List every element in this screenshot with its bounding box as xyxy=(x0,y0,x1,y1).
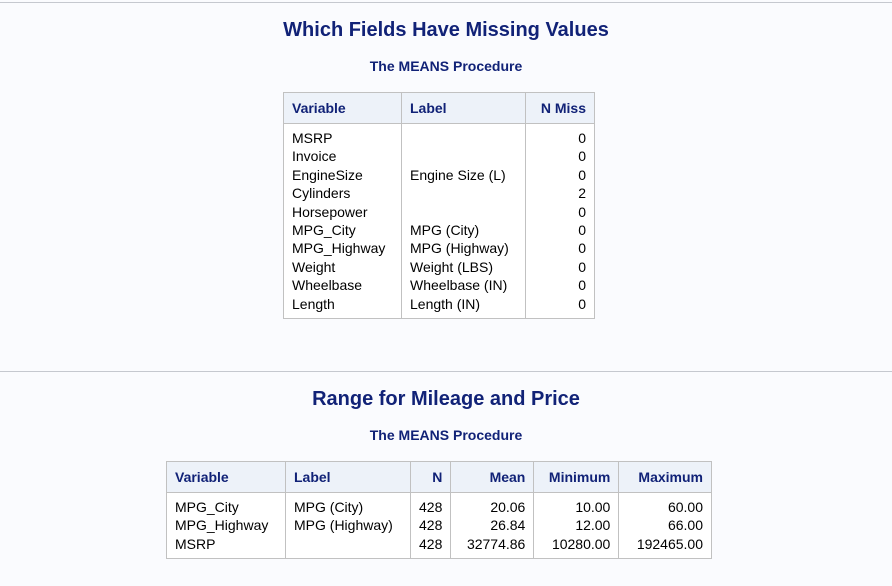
range-table: Variable Label N Mean Minimum Maximum MP… xyxy=(166,461,712,560)
header-nmiss: N Miss xyxy=(525,92,595,124)
label-cell: Weight (LBS) xyxy=(410,258,493,275)
variable-cell: MPG_City xyxy=(175,499,239,515)
report2-procedure: The MEANS Procedure xyxy=(369,427,523,443)
n-cell: 428 xyxy=(419,535,443,552)
n-cell: 428 xyxy=(419,499,443,515)
variable-cell: Weight xyxy=(292,258,336,275)
variable-cell: EngineSize xyxy=(292,166,363,183)
label-cell: Engine Size (L) xyxy=(410,166,506,183)
label-cell xyxy=(410,203,517,221)
variable-column: MPG_City MPG_Highway MSRP xyxy=(166,492,286,559)
variable-cell: MSRP xyxy=(175,535,216,552)
label-cell xyxy=(410,129,517,147)
header-variable: Variable xyxy=(166,461,286,493)
nmiss-cell: 2 xyxy=(578,185,586,202)
table-header-row: Variable Label N Mean Minimum Maximum xyxy=(166,461,712,493)
label-cell: MPG (Highway) xyxy=(294,517,393,534)
nmiss-cell: 0 xyxy=(578,240,586,257)
nmiss-cell: 0 xyxy=(578,130,586,146)
label-cell xyxy=(294,535,402,553)
label-cell: Wheelbase (IN) xyxy=(410,277,508,294)
minimum-cell: 12.00 xyxy=(575,517,611,534)
minimum-cell: 10.00 xyxy=(575,499,611,515)
table-header-row: Variable Label N Miss xyxy=(283,92,595,124)
label-cell: Length (IN) xyxy=(410,295,481,312)
mean-cell: 32774.86 xyxy=(466,535,526,552)
report2-title: Range for Mileage and Price xyxy=(312,388,580,410)
table-body-row: MSRP Invoice EngineSize Cylinders Horsepower… xyxy=(283,123,595,319)
variable-cell: MSRP xyxy=(292,130,333,146)
variable-cell: MPG_Highway xyxy=(292,240,386,257)
nmiss-cell: 0 xyxy=(578,166,586,183)
section-divider xyxy=(0,371,892,372)
variable-cell: Invoice xyxy=(292,148,337,165)
maximum-cell: 60.00 xyxy=(667,499,703,515)
nmiss-cell: 0 xyxy=(578,277,586,294)
table-body-row: MPG_City MPG_Highway MSRP MPG (City) MPG (H… xyxy=(166,492,712,559)
header-n: N xyxy=(409,461,452,493)
nmiss-cell: 0 xyxy=(578,295,586,312)
minimum-column: 10.00 12.00 10280.00 xyxy=(533,492,620,559)
mean-cell: 20.06 xyxy=(490,499,526,515)
header-maximum: Maximum xyxy=(618,461,712,493)
header-label: Label xyxy=(285,461,411,493)
header-minimum: Minimum xyxy=(533,461,620,493)
report1-procedure: The MEANS Procedure xyxy=(369,58,523,74)
nmiss-cell: 0 xyxy=(578,148,586,165)
mean-column: 20.06 26.84 32774.86 xyxy=(450,492,535,559)
label-column: MPG (City) MPG (Highway) xyxy=(285,492,411,559)
label-cell: MPG (City) xyxy=(410,221,480,238)
mean-cell: 26.84 xyxy=(490,517,526,534)
n-column: 428 428 428 xyxy=(409,492,452,559)
variable-cell: MPG_Highway xyxy=(175,517,269,534)
label-cell: MPG (City) xyxy=(294,499,364,515)
missing-values-table: Variable Label N Miss MSRP Invoice EngineS… xyxy=(283,92,595,319)
n-cell: 428 xyxy=(419,517,443,534)
report1-title: Which Fields Have Missing Values xyxy=(283,19,609,41)
header-mean: Mean xyxy=(450,461,535,493)
variable-column: MSRP Invoice EngineSize Cylinders Horsepower… xyxy=(283,123,402,319)
variable-cell: Horsepower xyxy=(292,203,368,220)
label-column: Engine Size (L) MPG (City) MPG (Highway) We… xyxy=(401,123,526,319)
variable-cell: Length xyxy=(292,295,335,312)
maximum-cell: 192465.00 xyxy=(636,535,703,552)
nmiss-cell: 0 xyxy=(578,258,586,275)
maximum-cell: 66.00 xyxy=(667,517,703,534)
header-label: Label xyxy=(401,92,526,124)
top-divider xyxy=(0,2,892,3)
nmiss-cell: 0 xyxy=(578,203,586,220)
label-cell xyxy=(410,184,517,202)
nmiss-cell: 0 xyxy=(578,221,586,238)
variable-cell: Cylinders xyxy=(292,185,351,202)
variable-cell: Wheelbase xyxy=(292,277,363,294)
maximum-column: 60.00 66.00 192465.00 xyxy=(618,492,712,559)
label-cell xyxy=(410,147,517,165)
minimum-cell: 10280.00 xyxy=(551,535,611,552)
label-cell: MPG (Highway) xyxy=(410,240,509,257)
variable-cell: MPG_City xyxy=(292,221,356,238)
header-variable: Variable xyxy=(283,92,402,124)
